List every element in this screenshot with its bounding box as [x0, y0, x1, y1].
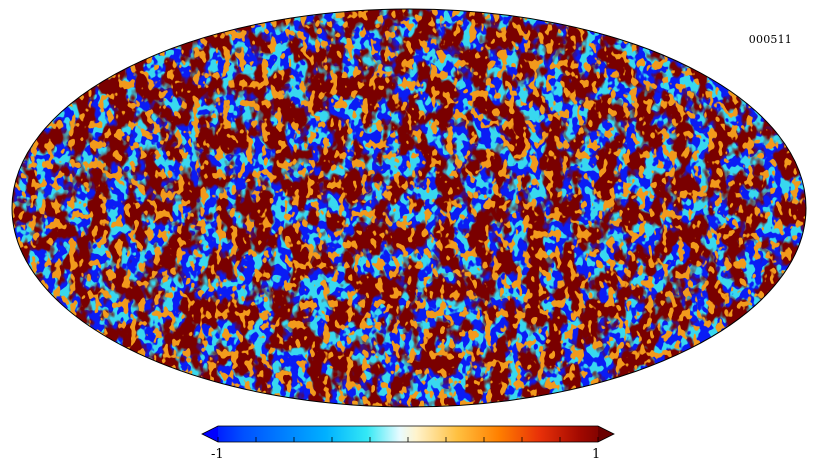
colorbar-min-arrow	[202, 426, 218, 442]
colorbar-max-label: 1	[592, 447, 601, 462]
colorbar	[201, 425, 615, 443]
colorbar-ticks	[217, 437, 599, 442]
map-id-label: 000511	[748, 33, 792, 46]
colorbar-gradient	[202, 426, 614, 442]
map-outline	[11, 8, 807, 408]
colorbar-max-arrow	[598, 426, 614, 442]
colorbar-min-label: -1	[211, 447, 224, 462]
